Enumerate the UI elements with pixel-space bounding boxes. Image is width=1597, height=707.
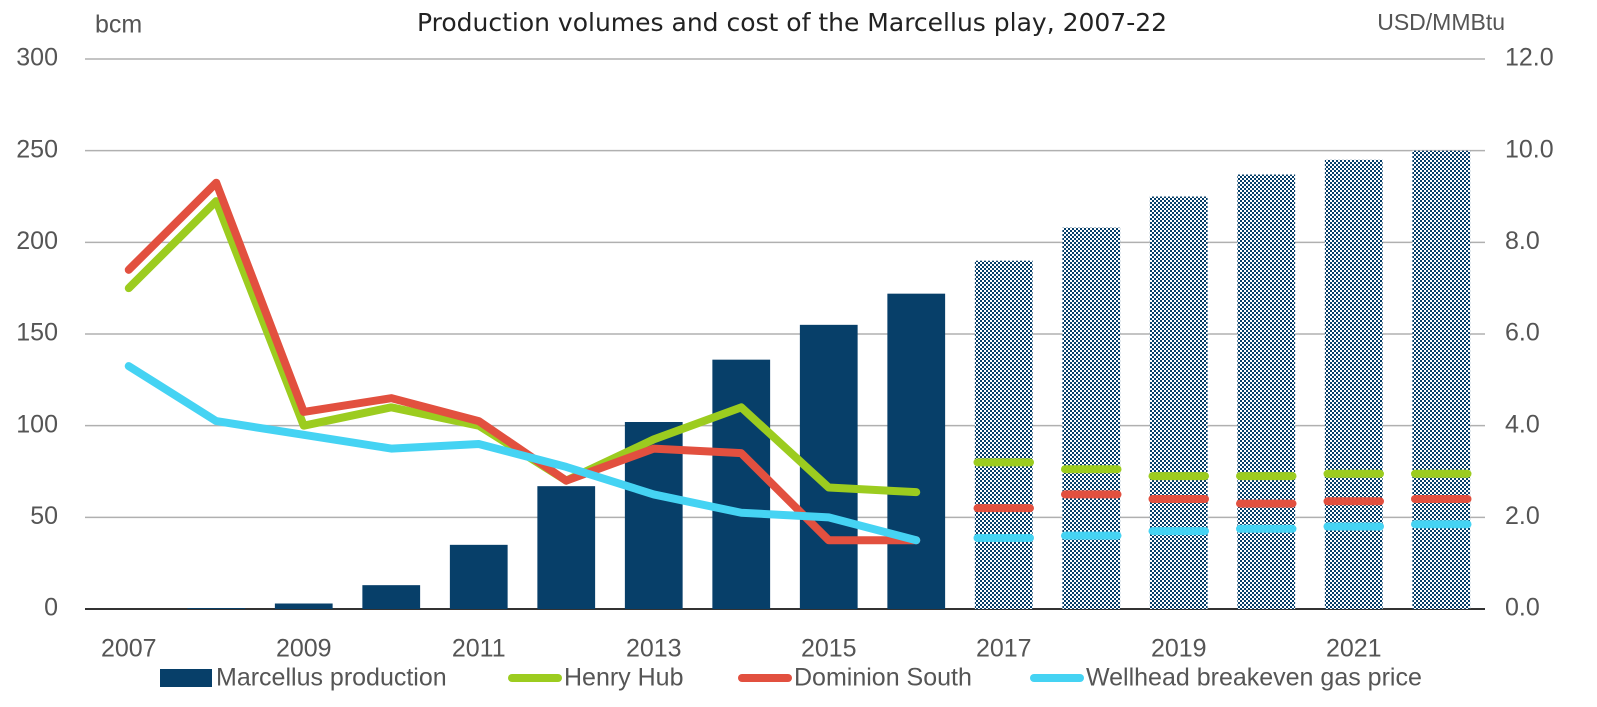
x-tick-label: 2019: [1151, 635, 1207, 663]
legend-label: Wellhead breakeven gas price: [1086, 664, 1422, 692]
y-tick-label: 100: [16, 410, 58, 438]
y-tick-label: 0: [44, 594, 58, 622]
bar: [362, 585, 421, 609]
line-series: [124, 178, 921, 545]
bar: [274, 603, 333, 609]
y2-tick-label: 6.0: [1505, 319, 1540, 347]
legend-label: Marcellus production: [216, 664, 447, 692]
bar: [1149, 196, 1208, 609]
x-tick-label: 2015: [801, 635, 857, 663]
bar: [1062, 227, 1121, 609]
y2-tick-label: 0.0: [1505, 594, 1540, 622]
y2-tick-label: 8.0: [1505, 227, 1540, 255]
y2-tick-label: 12.0: [1505, 44, 1554, 72]
y-tick-label: 50: [30, 502, 58, 530]
x-tick-label: 2017: [976, 635, 1032, 663]
y2-tick-label: 4.0: [1505, 410, 1540, 438]
line-series: [124, 362, 921, 545]
bar: [449, 544, 508, 609]
bar: [537, 486, 596, 609]
bar: [1412, 150, 1471, 609]
y-axis-label: bcm: [95, 11, 142, 39]
y-tick-label: 200: [16, 227, 58, 255]
bar: [712, 359, 771, 609]
bar: [887, 293, 946, 609]
legend-swatch: [160, 669, 212, 687]
bar: [974, 260, 1033, 609]
x-tick-label: 2013: [626, 635, 682, 663]
y-tick-label: 300: [16, 44, 58, 72]
y2-tick-label: 10.0: [1505, 135, 1554, 163]
x-tick-label: 2007: [101, 635, 157, 663]
y2-tick-label: 2.0: [1505, 502, 1540, 530]
bar: [187, 608, 246, 609]
legend-label: Dominion South: [794, 664, 972, 692]
x-tick-label: 2021: [1326, 635, 1382, 663]
y2-axis-label: USD/MMBtu: [1377, 9, 1505, 35]
x-tick-label: 2009: [276, 635, 332, 663]
chart-title: Production volumes and cost of the Marce…: [417, 8, 1167, 37]
bar: [1237, 174, 1296, 609]
legend-label: Henry Hub: [564, 664, 684, 692]
x-tick-label: 2011: [452, 635, 506, 663]
y-tick-label: 150: [16, 319, 58, 347]
y-tick-label: 250: [16, 135, 58, 163]
bar: [1324, 159, 1383, 610]
